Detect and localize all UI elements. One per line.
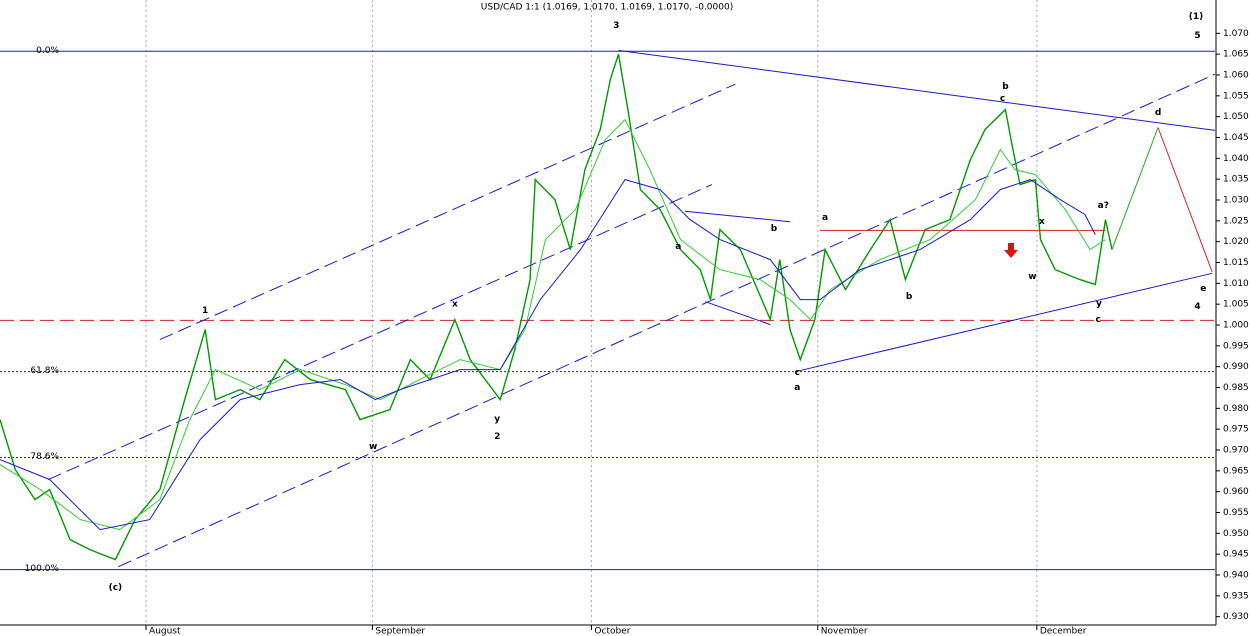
y-tick-label: 1.060 [1223,71,1249,81]
wave-label: (c) [109,583,123,593]
series-line [0,179,1096,531]
wave-label: c [1096,315,1101,325]
trend-line [1111,127,1159,250]
y-tick-label: 0.930 [1223,612,1249,622]
y-tick-label: 0.990 [1223,362,1249,372]
wave-label: y [494,414,500,424]
y-tick-label: 0.995 [1223,341,1249,351]
wave-label: x [1039,217,1045,227]
wave-label: 2 [494,432,500,442]
y-tick-label: 0.970 [1223,446,1249,456]
wave-label: a [675,242,681,252]
trend-line [705,301,771,326]
x-tick-label: August [149,627,181,636]
level-label: 0.0% [36,46,59,56]
wave-label: x [452,299,458,309]
y-tick-label: 0.940 [1223,571,1249,581]
x-tick-label: September [375,627,425,636]
wave-label: 3 [613,21,619,31]
y-tick-label: 1.030 [1223,196,1249,206]
wave-label: b [906,292,913,302]
trend-line [47,184,713,481]
wave-label: a? [1098,201,1109,211]
series-line [0,118,1106,531]
level-label: 61.8% [30,366,59,376]
y-tick-label: 0.980 [1223,404,1249,414]
y-tick-label: 1.070 [1223,29,1249,39]
y-tick-label: 0.960 [1223,487,1249,497]
wave-label: 1 [202,306,208,316]
level-label: 100.0% [25,564,60,574]
y-tick-label: 1.010 [1223,279,1249,289]
y-tick-label: 1.040 [1223,154,1249,164]
wave-label: w [369,442,377,452]
trend-line [159,83,736,341]
wave-label: 5 [1194,31,1200,41]
trend-line [618,49,1216,131]
wave-label: c [1000,94,1005,104]
wave-label: b [1002,82,1009,92]
wave-label: a [822,213,828,223]
y-tick-label: 1.035 [1223,175,1249,185]
y-tick-label: 1.025 [1223,216,1249,226]
wave-label: w [1028,272,1036,282]
x-tick-label: November [821,627,868,636]
y-tick-label: 0.935 [1223,591,1249,601]
wave-label: y [1096,299,1102,309]
y-tick-label: 1.050 [1223,112,1249,122]
y-tick-label: 1.000 [1223,321,1249,331]
y-tick-label: 0.985 [1223,383,1249,393]
y-tick-label: 0.945 [1223,550,1249,560]
wave-label: a [794,383,800,393]
chart-title: USD/CAD 1:1 (1.0169, 1.0170, 1.0169, 1.0… [481,3,733,13]
wave-label: d [1155,108,1161,118]
y-tick-label: 1.065 [1223,50,1249,60]
y-tick-label: 0.975 [1223,425,1249,435]
y-tick-label: 0.950 [1223,529,1249,539]
y-tick-label: 0.965 [1223,466,1249,476]
x-tick-label: December [1040,627,1087,636]
wave-label: c [795,368,800,378]
level-label: 78.6% [30,452,59,462]
y-tick-label: 1.055 [1223,91,1249,101]
y-tick-label: 1.045 [1223,133,1249,143]
wave-label: (1) [1189,12,1204,22]
y-tick-label: 1.005 [1223,300,1249,310]
trend-line [684,210,791,223]
y-tick-label: 0.955 [1223,508,1249,518]
x-tick-label: October [594,627,630,636]
down-arrow [1004,243,1018,258]
y-tick-label: 1.020 [1223,237,1249,247]
wave-label: 4 [1194,302,1200,312]
y-tick-label: 1.015 [1223,258,1249,268]
trend-line [1157,127,1213,272]
wave-label: e [1200,284,1206,294]
trend-line [118,73,1216,568]
trend-line [795,272,1213,373]
wave-label: b [771,224,778,234]
